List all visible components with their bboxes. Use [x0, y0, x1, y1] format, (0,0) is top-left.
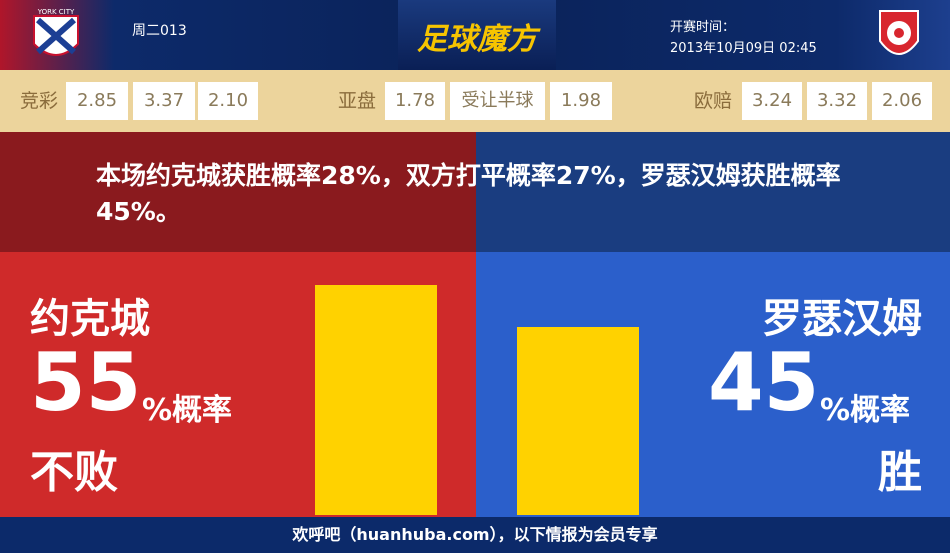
away-name: 罗瑟汉姆 [762, 296, 922, 342]
away-logo [879, 10, 919, 55]
footer: 欢呼吧（huanhuba.com），以下情报为会员专享 [0, 517, 950, 553]
home-logo: YORK CITY [33, 8, 79, 56]
odds-label: 竞彩 [20, 90, 59, 112]
away-suffix: %概率 [820, 393, 911, 428]
match-id: 周二013 [132, 23, 187, 39]
home-bar [315, 285, 437, 515]
home-name: 约克城 [30, 296, 150, 342]
odds-value: 受让半球 [450, 82, 545, 120]
odds-value: 3.24 [742, 82, 802, 120]
odds-value: 3.32 [807, 82, 867, 120]
odds-value: 2.85 [66, 82, 128, 120]
odds-value: 2.06 [872, 82, 932, 120]
away-bar [517, 326, 639, 515]
away-outcome: 胜 [878, 447, 922, 498]
odds-label: 亚盘 [338, 90, 377, 112]
odds-bar: 竞彩 2.85 3.37 2.10 亚盘 1.78 受让半球 1.98 欧赔 3.24 3.32 2.… [0, 70, 950, 132]
header: YORK CITY 周二013 足球魔方 开赛时间： 2013年10月09日 0… [0, 0, 950, 70]
odds-value: 2.10 [198, 82, 258, 120]
odds-value: 1.78 [385, 82, 445, 120]
away-percent: 45 [708, 336, 820, 429]
odds-value: 1.98 [550, 82, 612, 120]
home-percent: 55 [30, 336, 142, 429]
kickoff-label: 开赛时间： [670, 20, 736, 35]
home-outcome: 不败 [30, 447, 118, 498]
kickoff-time: 2013年10月09日 02:45 [670, 41, 817, 56]
summary: 本场约克城获胜概率28%，双方打平概率27%，罗瑟汉姆获胜概率45%。 [96, 161, 841, 226]
brand: 足球魔方 [417, 22, 537, 57]
home-logo-text: YORK CITY [37, 8, 75, 16]
odds-value: 3.37 [133, 82, 195, 120]
odds-label: 欧赔 [694, 90, 733, 112]
home-suffix: %概率 [142, 393, 233, 428]
